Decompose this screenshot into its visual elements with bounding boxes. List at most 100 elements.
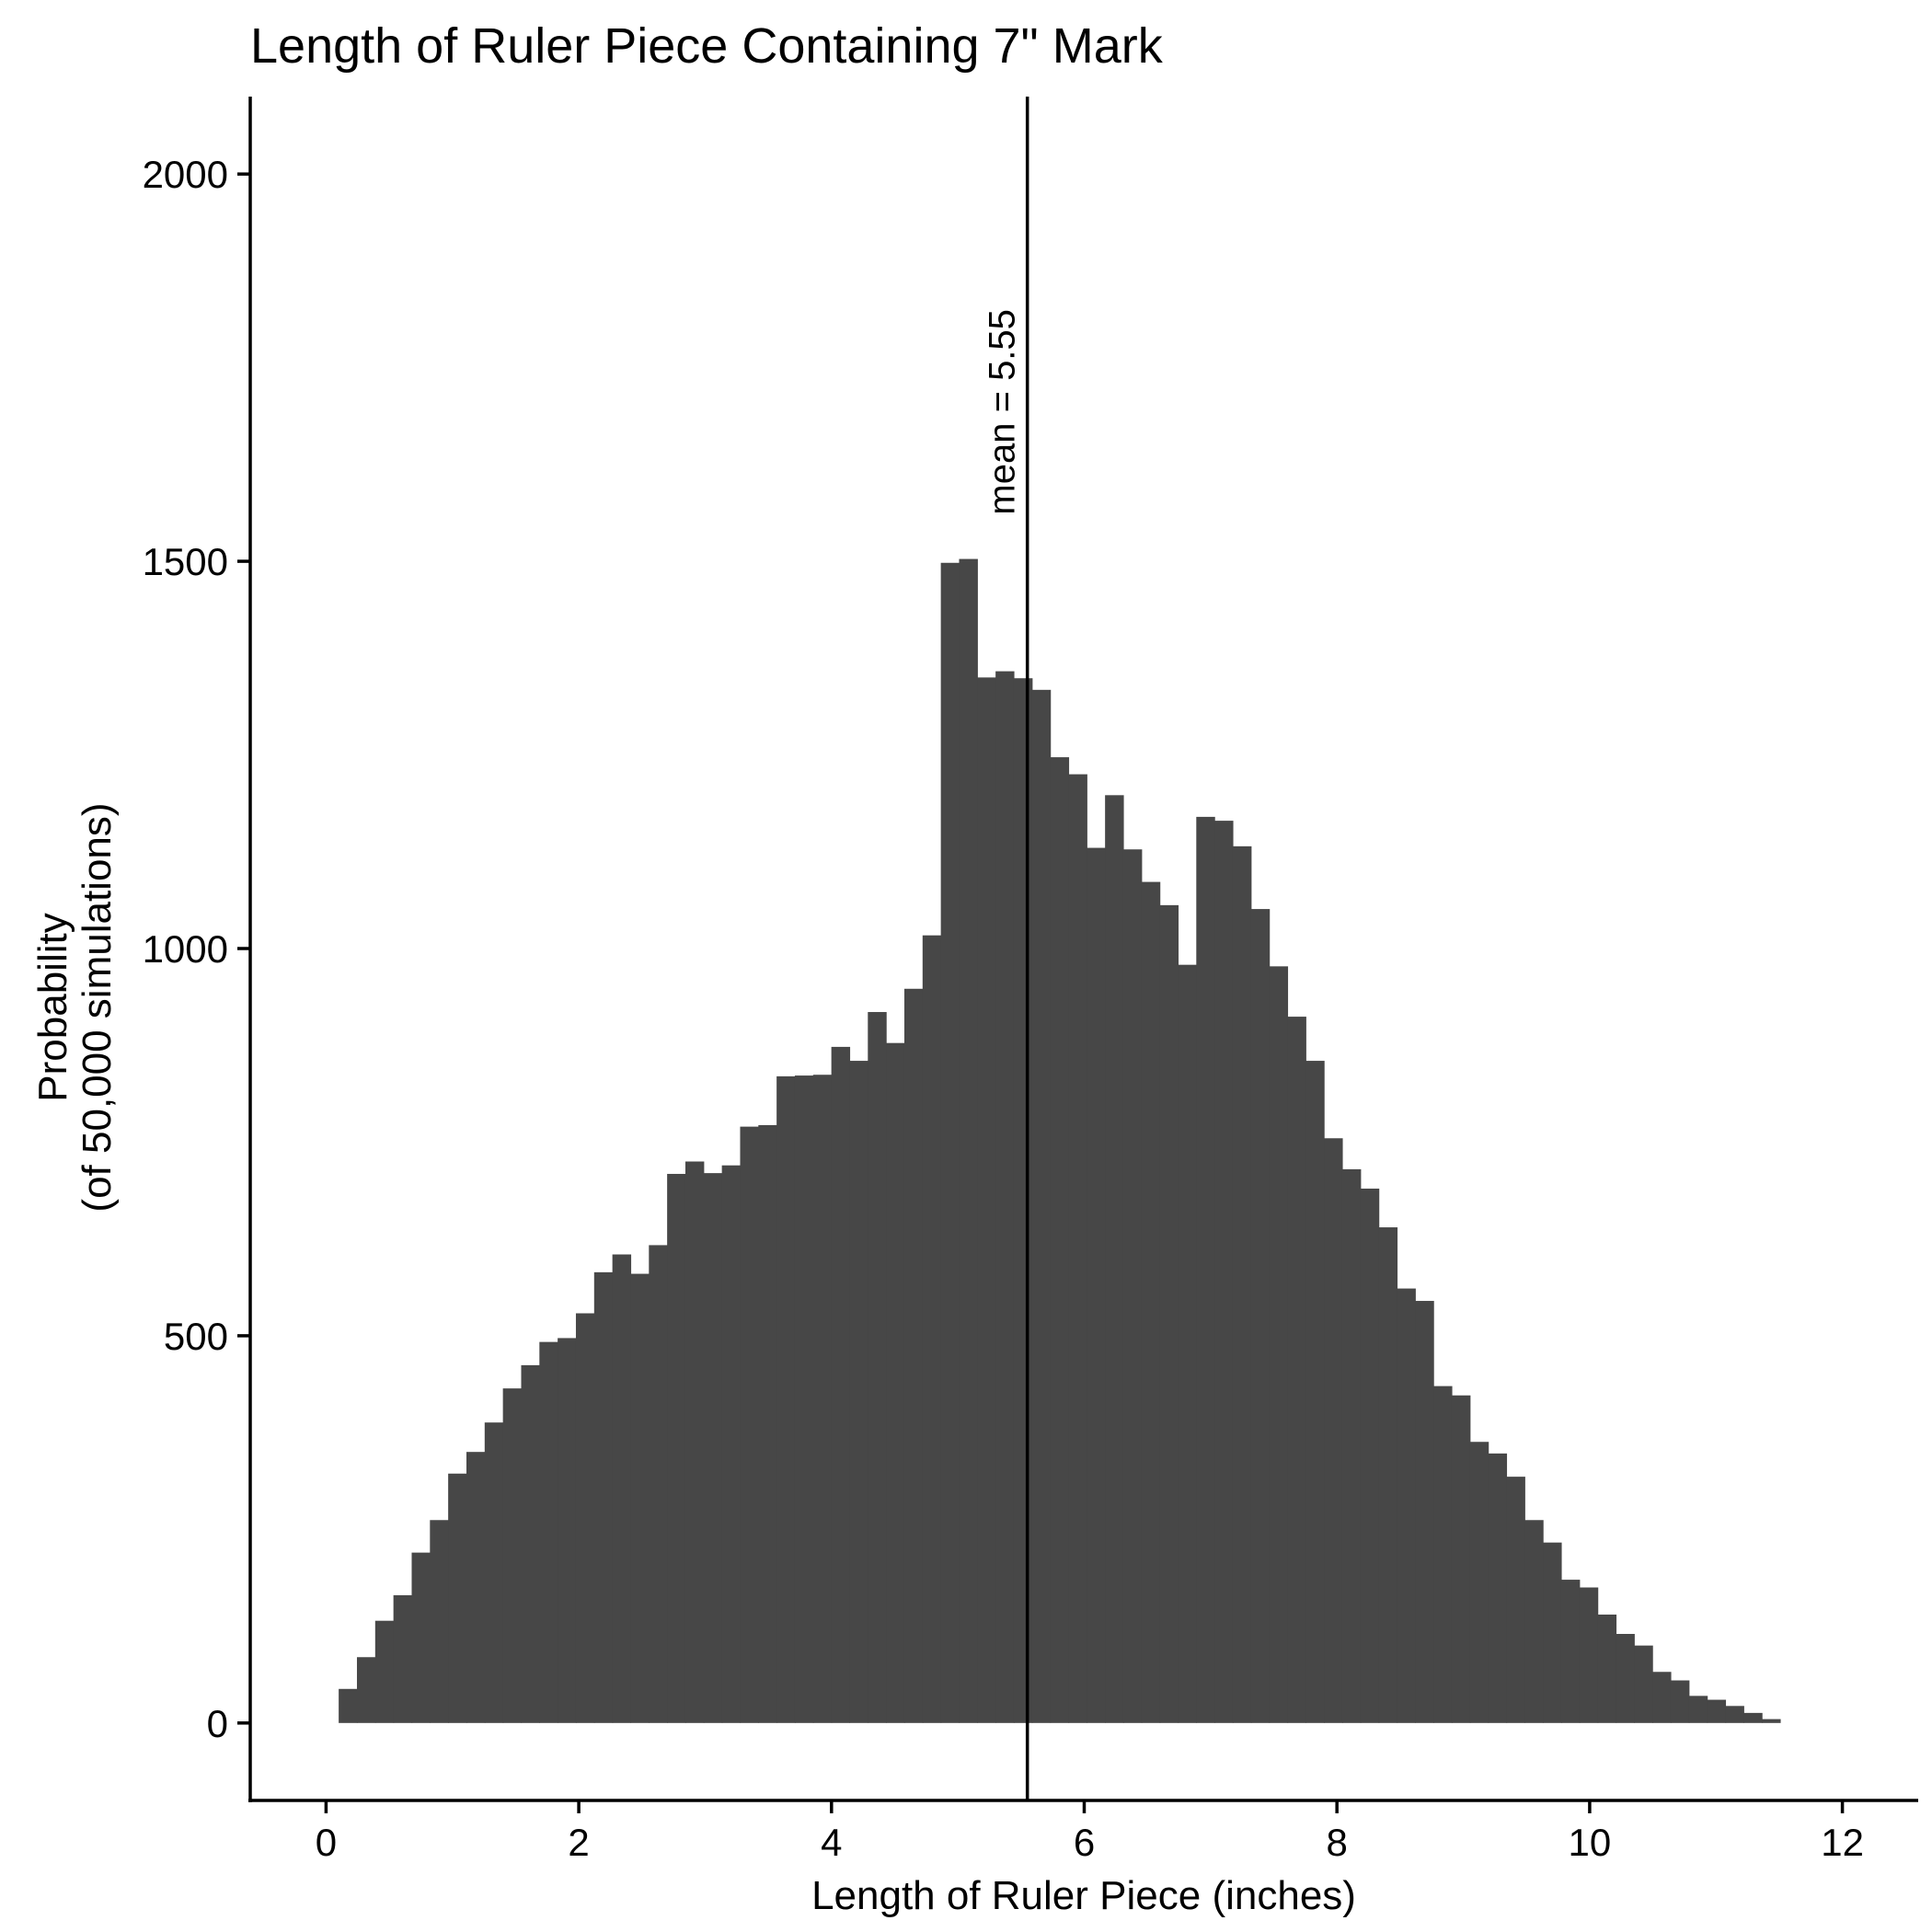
histogram-bar xyxy=(758,1124,777,1723)
histogram-bar xyxy=(667,1173,686,1723)
histogram-bar xyxy=(1451,1395,1471,1723)
histogram-bar xyxy=(721,1165,742,1723)
histogram-bar xyxy=(1287,1017,1306,1723)
histogram-bar xyxy=(1087,847,1106,1723)
histogram-bar xyxy=(903,988,924,1723)
histogram-bar xyxy=(356,1657,376,1723)
histogram-bar xyxy=(959,558,978,1723)
histogram-bar xyxy=(831,1046,851,1723)
histogram-bar xyxy=(1269,966,1289,1723)
histogram-bar xyxy=(849,1061,868,1723)
histogram-bar xyxy=(684,1161,705,1723)
histogram-bar xyxy=(1324,1138,1343,1723)
histogram-bar xyxy=(1543,1542,1562,1723)
x-tick-label: 8 xyxy=(1327,1821,1348,1864)
histogram-bar xyxy=(539,1341,558,1723)
histogram-bar xyxy=(1762,1719,1781,1723)
histogram-bar xyxy=(1105,795,1124,1723)
histogram-bar xyxy=(922,935,942,1723)
x-tick-label: 12 xyxy=(1821,1821,1864,1864)
histogram-bar xyxy=(558,1338,577,1723)
histogram-bar xyxy=(1068,774,1087,1723)
histogram-bar xyxy=(649,1245,668,1723)
histogram-bar xyxy=(1743,1712,1763,1723)
histogram-bar xyxy=(393,1594,413,1723)
histogram-bar xyxy=(1250,909,1271,1723)
y-tick-label: 1000 xyxy=(143,927,228,971)
histogram-bar xyxy=(1725,1706,1744,1723)
histogram-bar xyxy=(886,1042,905,1723)
histogram-bar xyxy=(448,1473,467,1723)
x-tick-label: 10 xyxy=(1569,1821,1612,1864)
x-tick-label: 4 xyxy=(821,1821,842,1864)
histogram-bar xyxy=(1122,849,1143,1723)
histogram-bar xyxy=(1707,1699,1727,1723)
histogram-bar xyxy=(740,1126,759,1723)
histogram-bar xyxy=(593,1271,614,1723)
y-tick-label: 1500 xyxy=(143,540,228,583)
histogram-bar xyxy=(1652,1672,1672,1723)
histogram-bar xyxy=(1579,1587,1599,1723)
histogram-bar xyxy=(339,1688,358,1723)
y-axis-label: Probability (of 50,000 simulations) xyxy=(30,802,120,1212)
histogram-bar xyxy=(1506,1477,1525,1723)
histogram-bar xyxy=(776,1075,796,1723)
histogram-bar xyxy=(812,1075,833,1723)
histogram-bar xyxy=(1597,1614,1617,1723)
y-tick-label: 0 xyxy=(207,1702,228,1745)
histogram-bar xyxy=(1415,1301,1434,1723)
histogram-bar xyxy=(868,1012,887,1723)
x-axis-label: Length of Ruler Piece (inches) xyxy=(811,1873,1356,1918)
histogram-bar xyxy=(502,1388,523,1723)
histogram-bar xyxy=(1433,1386,1453,1723)
histogram-bar xyxy=(575,1313,595,1723)
x-tick-label: 2 xyxy=(568,1821,589,1864)
histogram-bar xyxy=(1670,1680,1690,1723)
x-tick-label: 0 xyxy=(316,1821,337,1864)
histogram-bar xyxy=(1232,845,1252,1723)
histogram-bar xyxy=(1214,821,1234,1723)
histogram-bar xyxy=(466,1452,486,1723)
histogram-bar xyxy=(1488,1453,1508,1723)
x-tick-label: 6 xyxy=(1074,1821,1095,1864)
y-axis-label-line-1: Probability xyxy=(30,913,75,1101)
histogram-bar xyxy=(1360,1188,1380,1723)
y-tick-label: 2000 xyxy=(143,153,228,196)
histogram-bar xyxy=(411,1552,431,1723)
histogram-bar xyxy=(1469,1442,1489,1723)
histogram-bar xyxy=(484,1422,504,1723)
histogram-bar xyxy=(1688,1696,1708,1723)
histogram-bar xyxy=(995,671,1015,1723)
histogram-bar xyxy=(612,1254,632,1723)
histogram-bar xyxy=(1524,1520,1544,1723)
y-axis-label-line-2: (of 50,000 simulations) xyxy=(75,802,120,1212)
histogram-bars xyxy=(339,558,1781,1723)
histogram-bar xyxy=(1196,816,1215,1723)
y-tick-label: 500 xyxy=(164,1315,228,1358)
histogram-bar xyxy=(1141,881,1161,1723)
histogram-bar xyxy=(1013,678,1033,1723)
histogram-bar xyxy=(1305,1061,1325,1723)
histogram-bar xyxy=(940,562,960,1723)
histogram-bar xyxy=(1178,964,1197,1723)
histogram-bar xyxy=(1378,1227,1398,1723)
histogram-bar xyxy=(1050,757,1070,1723)
mean-label: mean = 5.55 xyxy=(983,309,1023,515)
histogram-bar xyxy=(794,1075,814,1723)
x-axis-ticks: 0 2 4 6 8 10 12 xyxy=(316,1800,1864,1864)
chart-title: Length of Ruler Piece Containing 7" Mark xyxy=(250,18,1164,74)
histogram-bar xyxy=(374,1620,395,1723)
histogram-bar xyxy=(1159,904,1179,1723)
histogram-bar xyxy=(1560,1580,1581,1723)
histogram-bar xyxy=(977,677,996,1723)
histogram-bar xyxy=(703,1173,723,1723)
histogram-bar xyxy=(1031,689,1052,1723)
histogram-bar xyxy=(1341,1168,1362,1723)
histogram-bar xyxy=(630,1273,650,1723)
histogram-bar xyxy=(1616,1634,1635,1723)
histogram-bar xyxy=(1634,1645,1653,1723)
histogram-bar xyxy=(1397,1288,1416,1723)
histogram-bar xyxy=(430,1520,449,1723)
histogram-bar xyxy=(521,1364,540,1723)
